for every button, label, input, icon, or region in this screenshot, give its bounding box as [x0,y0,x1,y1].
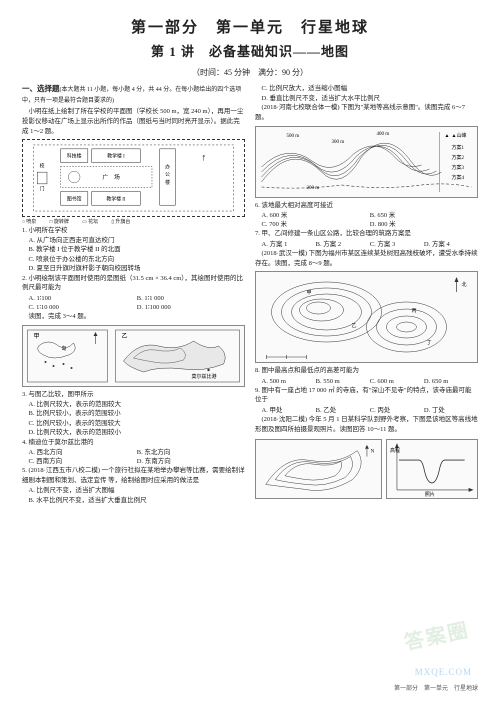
q8-opts: A. 500 mB. 550 m C. 600 mD. 650 m [255,377,478,386]
intro-8: (2018·武汉一模) 下图为福州市某区连续某处树冠高残枝破坏，遭受水季持续存在… [255,249,478,269]
svg-text:方案2: 方案2 [452,154,465,161]
q1-stem: 1. 小明所在学校 [22,226,245,235]
svg-text:教学楼 I: 教学楼 I [107,152,125,159]
intro-1: 小明在纸上绘制了所在学校的平面图（学校长 500 m，宽 240 m），再用一尘… [22,107,245,136]
svg-text:教学楼 II: 教学楼 II [106,195,125,202]
svg-text:甲: 甲 [307,290,312,296]
svg-text:办: 办 [165,163,170,170]
svg-text:科技楼: 科技楼 [67,152,82,159]
school-plan-figure: 科技楼 教学楼 I 广 场 图书馆 教学楼 II 办 公 楼 校 门 ↑ [22,139,245,217]
svg-text:↑: ↑ [202,152,207,163]
q1-opt-b: B. 教学楼 I 位于教学楼 II 的北面 [22,245,245,254]
svg-text:门: 门 [40,185,45,192]
svg-text:楼: 楼 [165,178,170,185]
q3-stem: 3. 与图乙比较，图甲所示 [22,390,245,399]
svg-text:公: 公 [165,172,170,178]
svg-text:▲山峰: ▲山峰 [452,132,467,139]
q3-opt-c: C. 比例尺较小，表示的范围较大 [22,419,245,428]
section-1-title: 一、选择题 [22,84,60,93]
q1-opt-c: C. 喷泉位于办公楼的东北方向 [22,255,245,264]
q2-opts: A. 1∶100B. 1∶1 000 C. 1∶10 000D. 1∶100 0… [22,294,245,312]
profile-chart: 高程 照片 [386,439,478,499]
q3-opt-b: B. 比例尺较小，表示的范围较小 [22,409,245,418]
svg-text:N: N [371,450,375,455]
contour-figure-1: 500 m 300 m 400 m 200 m ▲▲山峰 方案1 方案2 方案3… [255,126,478,198]
q5-opt-a: A. 比例尺不变，适当扩大图幅 [22,486,245,495]
svg-text:▲: ▲ [445,134,450,139]
q1-opt-a: A. 从广场向正西走可直达校门 [22,236,245,245]
q5-opt-d: D. 垂直比例尺不变，适当扩大水平比例尺 [255,94,478,103]
svg-text:图书馆: 图书馆 [67,195,82,202]
q7-stem: 7. 甲、乙间修建一条山区公路，比较合理的筑路方案是 [255,229,478,238]
q1-opt-d: D. 夏至日升旗时旗杆影子朝向校园转场 [22,264,245,273]
svg-text:高程: 高程 [390,447,400,454]
watermark-1: 答案圈 [402,616,472,657]
svg-text:乙: 乙 [122,333,128,340]
svg-text:方案4: 方案4 [452,174,465,181]
page-footer: 第一部分 第一单元 行星地球 [394,685,478,693]
lesson-title: 第 1 讲 必备基础知识——地图 [22,43,478,61]
svg-text:校: 校 [40,162,45,169]
svg-text:乙: 乙 [352,322,357,329]
svg-text:丙: 丙 [412,308,417,314]
contour-figure-2: 甲 乙 丙 丁 北 [255,271,478,363]
intro-6: (2018·河南七校联合体一模) 下图为"某地等高线示意图"。读图完成 6～7 … [255,103,478,123]
svg-text:照片: 照片 [425,491,435,498]
q8-stem: 8. 图中最高点和最低点的高差可能为 [255,366,478,375]
svg-text:北: 北 [462,281,467,288]
map-pair-figure: 甲 岛 乙 莫尔兹比港 [22,325,245,387]
q5-opt-b: B. 水平比例尺不变，适当扩大垂直比例尺 [22,496,245,505]
contour-figure-3: N [255,439,382,499]
q3-opt-d: D. 比例尺较大，表示的范围较小 [22,428,245,437]
svg-text:方案1: 方案1 [452,144,465,151]
svg-text:岛: 岛 [62,345,67,352]
q9-opts: A. 甲处B. 乙处 C. 丙处D. 丁处 [255,406,478,415]
svg-text:丁: 丁 [427,340,432,346]
svg-text:400 m: 400 m [377,132,390,137]
school-legend: ○ 喷泉 □ 旋转牌 ▭ 花坛 ▯ 升旗台 [22,219,245,226]
q4-stem: 4. 楠迪位于莫尔兹比港的 [22,438,245,447]
q9-stem: 9. 图中有一座占地 17 000 ㎡ 的寺庙，有"深山不见寺"的特点，该寺庙最… [255,386,478,405]
q5-opt-c: C. 比例尺放大，适当缩小图幅 [255,84,478,93]
part-title: 第一部分 第一单元 行星地球 [22,18,478,39]
svg-text:200 m: 200 m [307,186,320,191]
svg-text:莫尔兹比港: 莫尔兹比港 [192,373,217,380]
q4-opts: A. 西北方向B. 东北方向 C. 西南方向D. 东南方向 [22,448,245,466]
svg-text:500 m: 500 m [287,134,300,139]
q5-stem: 5. (2018·江西五市八校二模) 一个旅行社拟在某地举办攀岩等比赛，需要绘制… [22,466,245,485]
watermark-2: MXQE.COM [415,666,472,679]
q6-opts: A. 600 米B. 650 米 C. 700 米D. 800 米 [255,211,478,229]
q3-opt-a: A. 比例尺较大，表示的范围较大 [22,400,245,409]
svg-text:甲: 甲 [34,333,40,340]
q2-stem: 2. 小明绘制该平面图时使用的是图纸（31.5 cm × 36.4 cm），其绘… [22,274,245,293]
left-column: 一、选择题(本大题共 11 小题，每小题 4 分，共 44 分。在每小题给出的四… [22,84,245,505]
intro-10: (2018·沈阳二模) 今年 5 月 1 日某科学队到野外考察，下图是该地区等高… [255,415,478,435]
right-column: C. 比例尺放大，适当缩小图幅 D. 垂直比例尺不变，适当扩大水平比例尺 (20… [255,84,478,505]
svg-text:方案3: 方案3 [452,164,465,171]
intro-2: 读图，完成 3～4 题。 [22,312,245,322]
svg-text:300 m: 300 m [332,140,345,145]
q6-stem: 6. 该地最大相对高度可接近 [255,201,478,210]
q7-opts: A. 方案 1B. 方案 2 C. 方案 3D. 方案 4 [255,240,478,249]
exam-meta: （时间：45 分钟 满分：90 分） [22,67,478,78]
svg-text:广 场: 广 场 [102,173,120,181]
